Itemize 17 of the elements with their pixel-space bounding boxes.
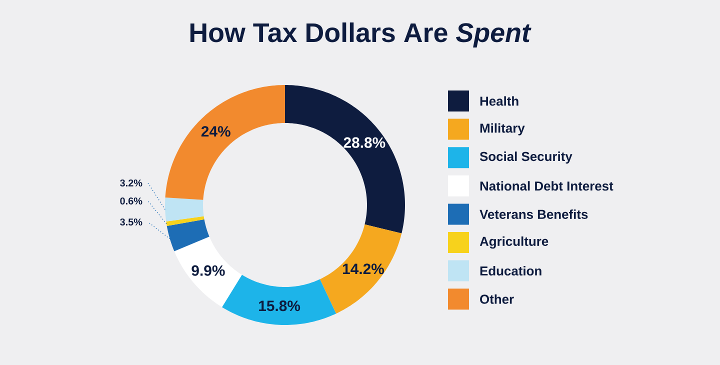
legend-label: Other xyxy=(480,294,514,304)
data-label: 14.2% xyxy=(342,264,384,274)
legend-label: Education xyxy=(480,266,542,276)
data-label: 24% xyxy=(201,126,230,137)
data-label: 3.5% xyxy=(120,218,142,226)
legend-label: Social Security xyxy=(480,152,572,164)
data-label: 0.6% xyxy=(120,197,142,205)
data-label: 15.8% xyxy=(259,300,300,312)
data-label: 28.8% xyxy=(344,137,386,148)
chart-title: How Tax Dollars Are Spent xyxy=(190,22,532,48)
legend-label: Health xyxy=(480,96,518,106)
data-label: 9.9% xyxy=(192,265,225,276)
legend-label: Agriculture xyxy=(480,236,548,249)
data-label: 3.2% xyxy=(120,179,142,187)
legend-label: National Debt Interest xyxy=(480,181,614,191)
legend-label: Veterans Benefits xyxy=(480,209,588,219)
legend-label: Military xyxy=(480,123,525,136)
